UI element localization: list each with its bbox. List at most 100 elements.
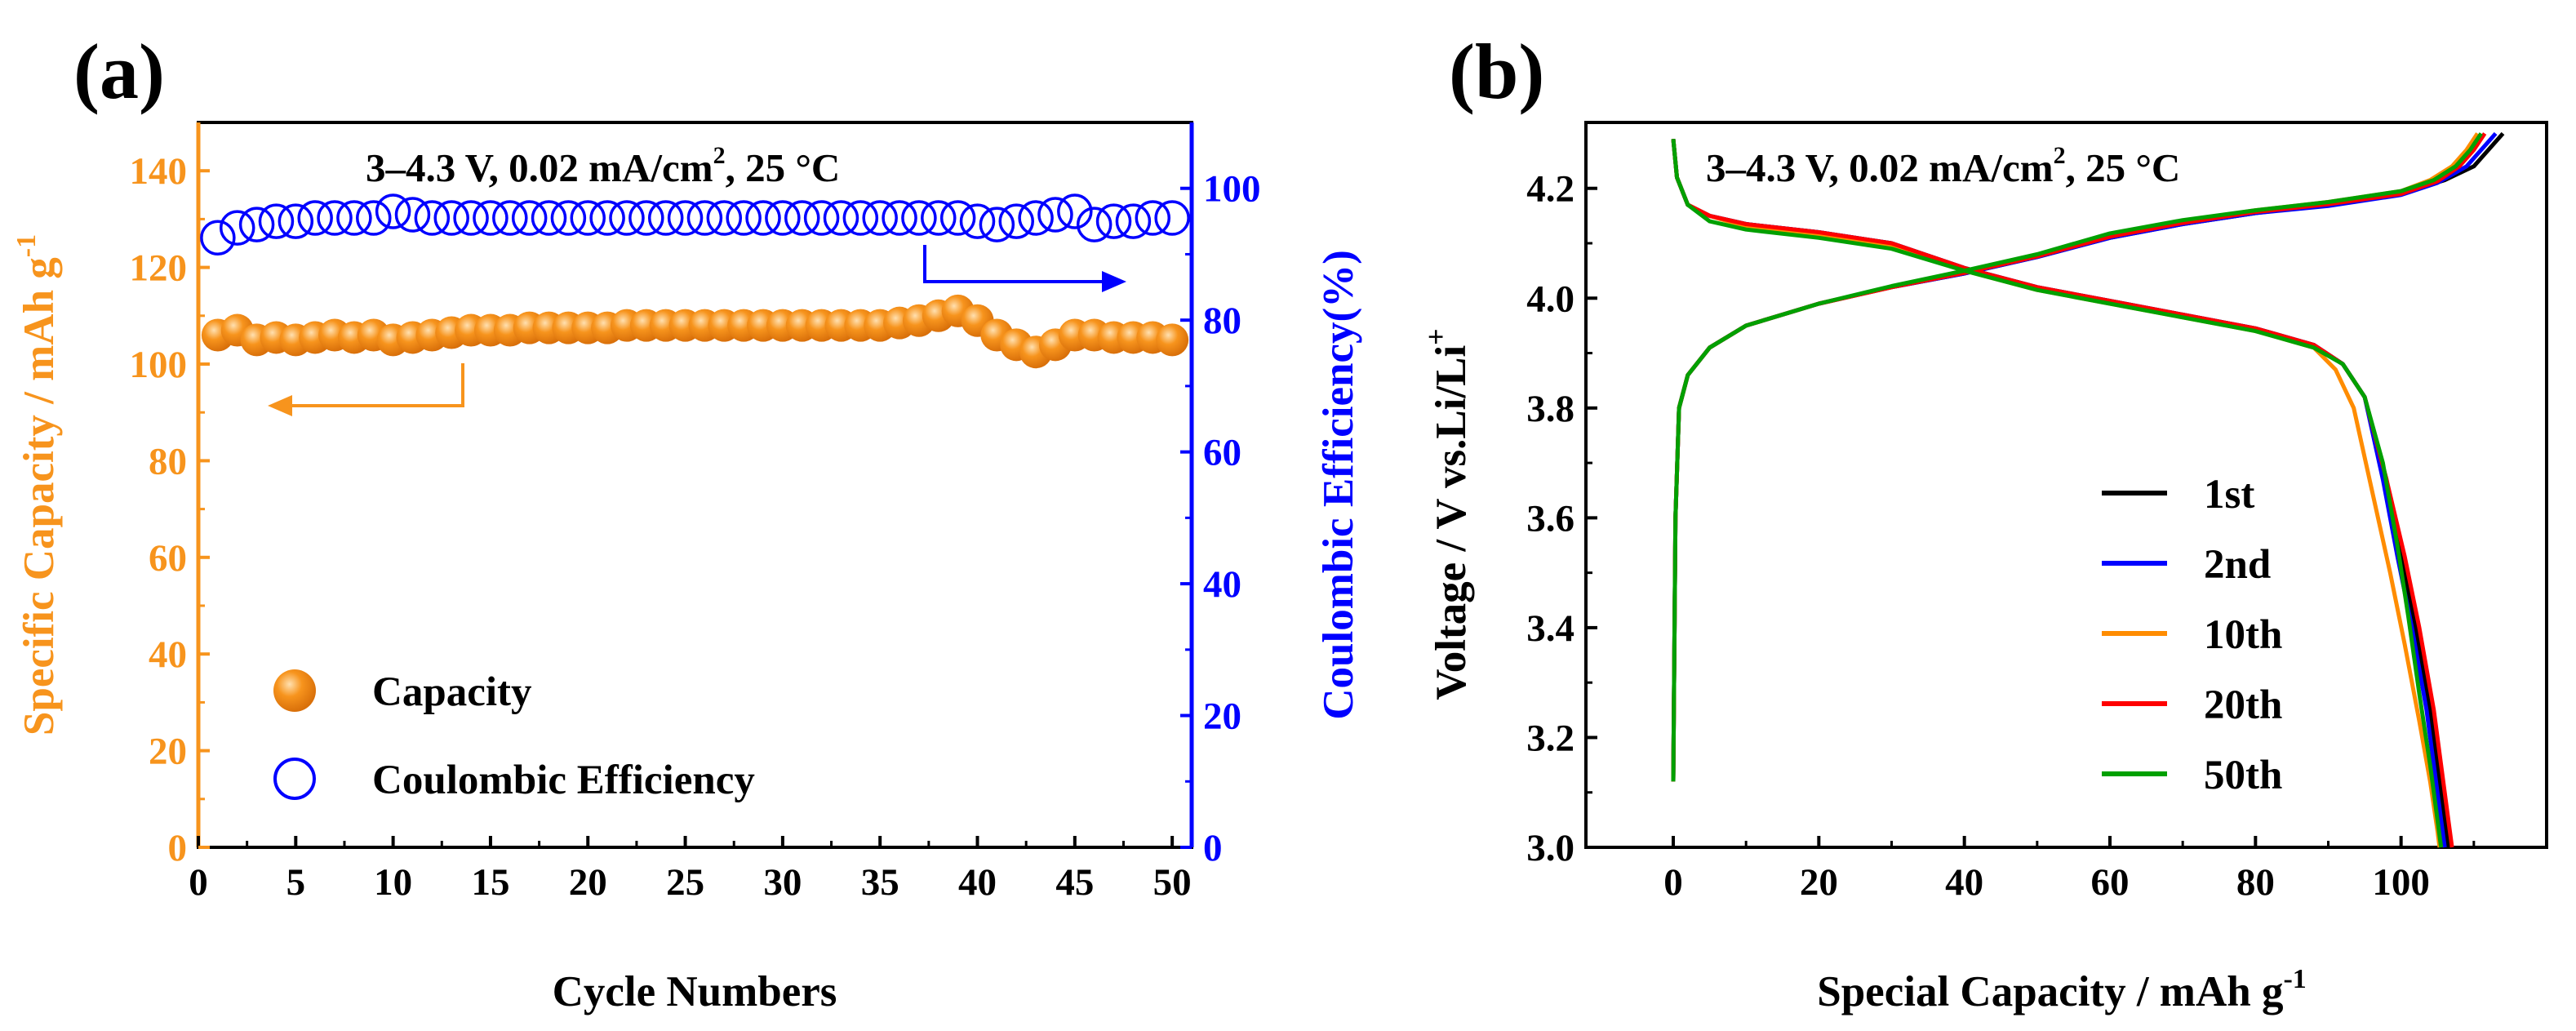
- y-tick-label: 3.2: [1526, 717, 1574, 759]
- legend-label-2nd: 2nd: [2204, 542, 2271, 588]
- efficiency-point: [219, 210, 255, 246]
- curve-50th-discharge: [1671, 138, 2444, 848]
- x-tick-label: 60: [2091, 861, 2130, 904]
- x-tick-label: 80: [2236, 861, 2275, 904]
- plot-b-annotation: 3–4.3 V, 0.02 mA/cm2, 25 °C: [1706, 142, 2180, 190]
- efficiency-point: [686, 200, 723, 236]
- efficiency-point: [550, 200, 587, 236]
- plot-b-x-title-main: Special Capacity / mAh g: [1817, 968, 2283, 1015]
- plot-a-legend: Capacity Coulombic Efficiency: [273, 669, 755, 803]
- efficiency-point: [473, 200, 509, 236]
- left-tick-label: 40: [149, 633, 187, 676]
- efficiency-point: [959, 203, 996, 239]
- right-tick-label: 20: [1203, 695, 1241, 738]
- x-tick-label: 40: [1945, 861, 1983, 904]
- efficiency-point: [842, 200, 879, 236]
- plot-a-x-title: Cycle Numbers: [553, 968, 837, 1015]
- plot-a-right-title: Coulombic Efficiency(%): [1315, 250, 1362, 720]
- efficiency-point: [979, 207, 1015, 242]
- efficiency-point: [1057, 193, 1093, 229]
- efficiency-point: [356, 200, 392, 236]
- curve-50th-charge: [1671, 132, 2483, 782]
- right-tick-label: 100: [1203, 168, 1261, 211]
- efficiency-point: [589, 200, 625, 236]
- y-tick-label: 3.4: [1526, 607, 1574, 650]
- plot-a-annotation-sup: 2: [713, 142, 726, 169]
- efficiency-point: [706, 200, 743, 236]
- efficiency-point: [921, 200, 957, 236]
- plot-b-x-title-sup: -1: [2283, 964, 2306, 994]
- right-tick-label: 60: [1203, 432, 1241, 474]
- panel-a-label: (a): [73, 28, 165, 115]
- plot-b-y-title-main: Voltage / V vs.Li/Li: [1428, 345, 1475, 700]
- legend-label-20th: 20th: [2204, 682, 2282, 728]
- legend-efficiency-marker: [273, 758, 316, 800]
- plot-a-x-ticks: 0 5 10 15 20 25 30 35 40 45 50: [189, 836, 1192, 904]
- right-tick-label: 40: [1203, 563, 1241, 606]
- efficiency-point: [765, 200, 801, 236]
- efficiency-point: [238, 207, 275, 242]
- efficiency-point: [1037, 197, 1073, 233]
- left-tick-label: 20: [149, 731, 187, 773]
- x-tick-label: 10: [374, 861, 412, 904]
- x-tick-label: 5: [286, 861, 306, 904]
- plot-b-x-title: Special Capacity / mAh g-1: [1817, 964, 2307, 1015]
- y-tick-label: 4.2: [1526, 168, 1574, 211]
- plot-b-x-ticks: 0 20 40 60 80 100: [1663, 836, 2476, 904]
- plot-b-annotation-sup: 2: [2054, 142, 2066, 169]
- efficiency-point: [998, 203, 1034, 239]
- efficiency-point: [823, 200, 859, 236]
- plot-a-annotation-main: 3–4.3 V, 0.02 mA/cm: [366, 145, 713, 190]
- plot-a-left-title: Specific Capacity / mAh g-1: [11, 234, 63, 735]
- left-tick-label: 120: [130, 247, 188, 290]
- efficiency-point: [511, 200, 548, 236]
- left-tick-label: 100: [130, 344, 188, 386]
- left-tick-label: 0: [168, 827, 188, 869]
- x-tick-label: 0: [1663, 861, 1683, 904]
- plot-a-annotation: 3–4.3 V, 0.02 mA/cm2, 25 °C: [366, 142, 840, 190]
- legend-label-1st: 1st: [2204, 472, 2254, 518]
- efficiency-point: [570, 200, 606, 236]
- left-tick-label: 140: [130, 150, 188, 193]
- panel-b: (b) 0 20 40 60 80 100 3.0 3.2 3.4 3.6 3.8 4.0 4.2 3…: [1419, 28, 2548, 1015]
- y-tick-label: 3.8: [1526, 388, 1574, 430]
- efficiency-point: [297, 200, 333, 236]
- y-tick-label: 3.0: [1526, 827, 1574, 869]
- efficiency-point: [901, 200, 937, 236]
- left-tick-label: 80: [149, 440, 187, 482]
- efficiency-point: [1018, 200, 1054, 236]
- efficiency-point: [1135, 200, 1171, 236]
- y-tick-label: 4.0: [1526, 278, 1574, 320]
- right-tick-label: 0: [1203, 827, 1223, 869]
- efficiency-point: [745, 200, 781, 236]
- plot-b-y-title: Voltage / V vs.Li/Li+: [1419, 328, 1475, 700]
- left-tick-label: 60: [149, 537, 187, 580]
- plot-b-y-title-sup: +: [1419, 328, 1452, 345]
- x-tick-label: 40: [958, 861, 997, 904]
- plot-b-legend: 1st 2nd 10th 20th 50th: [2102, 472, 2282, 798]
- plot-b-curves: [1671, 131, 2505, 848]
- x-tick-label: 45: [1055, 861, 1094, 904]
- x-tick-label: 20: [569, 861, 607, 904]
- x-tick-label: 0: [189, 861, 208, 904]
- capacity-point: [1156, 323, 1189, 357]
- efficiency-point: [784, 200, 820, 236]
- x-tick-label: 100: [2372, 861, 2430, 904]
- efficiency-point: [394, 197, 431, 233]
- efficiency-point: [317, 200, 353, 236]
- legend-label-50th: 50th: [2204, 753, 2282, 798]
- legend-capacity-marker: [273, 669, 316, 712]
- efficiency-point: [375, 193, 411, 229]
- efficiency-point: [200, 220, 236, 256]
- curve-10th-discharge: [1671, 138, 2442, 848]
- efficiency-point: [433, 200, 469, 236]
- efficiency-point: [1154, 200, 1190, 236]
- plot-b-annotation-tail: , 25 °C: [2066, 145, 2181, 190]
- x-tick-label: 50: [1153, 861, 1192, 904]
- plot-a-left-title-main: Specific Capacity / mAh g: [16, 257, 63, 735]
- efficiency-point: [1076, 207, 1113, 242]
- efficiency-point: [647, 200, 684, 236]
- curve-20th-discharge: [1671, 138, 2454, 848]
- plot-a-left-title-sup: -1: [11, 234, 42, 257]
- efficiency-point: [278, 203, 314, 239]
